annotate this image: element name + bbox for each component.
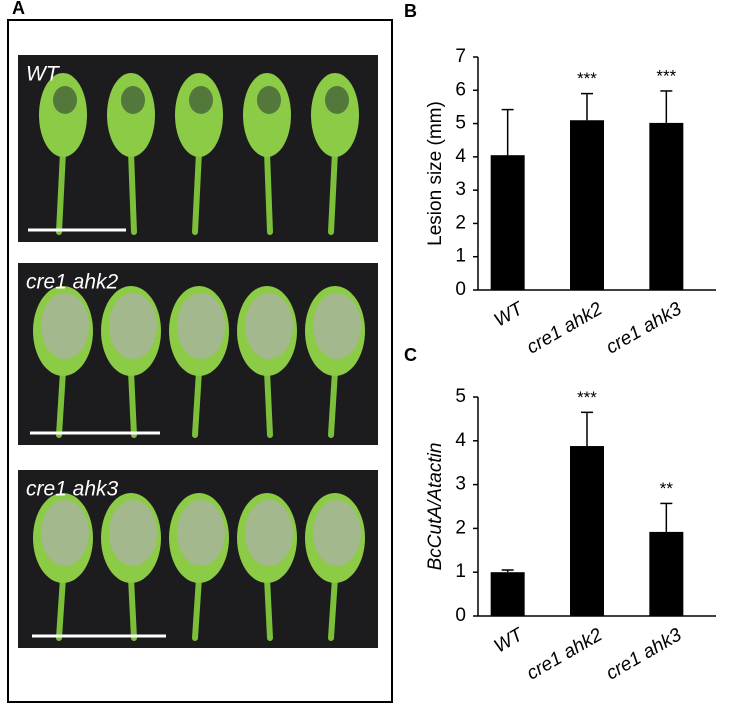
panel-label: B	[404, 1, 417, 21]
y-tick-label: 5	[455, 113, 466, 134]
leaf-stem	[56, 575, 66, 641]
panel-a-frame	[7, 19, 393, 703]
y-tick-label: 2	[455, 212, 466, 233]
y-tick-label: 6	[455, 79, 466, 100]
photo-label: cre1 ahk3	[26, 478, 119, 501]
lesion	[189, 86, 213, 114]
leaf	[311, 73, 359, 157]
significance: ***	[577, 69, 597, 88]
leaf-stem	[56, 368, 66, 438]
lesion	[177, 500, 225, 566]
bar	[649, 122, 684, 290]
leaf-stem	[264, 368, 273, 438]
significance: ***	[577, 388, 597, 407]
lesion	[245, 500, 293, 566]
lesion	[313, 500, 361, 566]
lesion	[41, 500, 89, 566]
y-tick-label: 3	[455, 474, 466, 495]
y-tick-label: 4	[455, 146, 466, 167]
x-tick-label: WT	[491, 298, 528, 332]
leaf-stem	[328, 149, 338, 235]
lesion	[41, 293, 89, 359]
photo-label: WT	[26, 63, 61, 86]
y-tick-label: 4	[455, 430, 466, 451]
photo-label: cre1 ahk2	[26, 271, 119, 294]
x-tick-label: WT	[491, 624, 528, 658]
leaf-stem	[264, 149, 273, 235]
lesion	[313, 293, 361, 359]
leaf-stem	[328, 575, 338, 641]
y-tick-label: 1	[455, 561, 466, 582]
leaf-stem	[128, 368, 137, 438]
lesion	[325, 86, 349, 114]
bar	[649, 531, 684, 616]
y-tick-label: 3	[455, 179, 466, 200]
y-tick-label: 5	[455, 386, 466, 407]
leaf-stem	[328, 368, 338, 438]
y-tick-label: 1	[455, 246, 466, 267]
leaf	[107, 73, 155, 157]
leaf-stem	[192, 575, 202, 641]
lesion	[109, 293, 157, 359]
panel-label: A	[12, 0, 25, 18]
x-tick-label: cre1 ahk3	[603, 624, 686, 684]
lesion	[245, 293, 293, 359]
leaf	[175, 73, 223, 157]
leaf-stem	[264, 575, 273, 641]
bar	[570, 120, 604, 290]
significance: ***	[656, 66, 676, 85]
y-axis-label: BcCutA/Atactin	[425, 443, 446, 571]
leaf-stem	[56, 149, 66, 235]
leaf-stem	[192, 149, 202, 235]
x-tick-label: cre1 ahk2	[523, 298, 606, 358]
bar	[570, 446, 604, 616]
significance: **	[660, 479, 674, 498]
leaf-stem	[128, 149, 137, 235]
leaf	[243, 73, 291, 157]
y-tick-label: 2	[455, 517, 466, 538]
lesion	[109, 500, 157, 566]
lesion	[257, 86, 281, 114]
leaf-stem	[128, 575, 137, 641]
leaf	[39, 73, 87, 157]
y-tick-label: 7	[455, 46, 466, 67]
y-tick-label: 0	[455, 279, 466, 300]
y-tick-label: 0	[455, 605, 466, 626]
lesion	[121, 86, 145, 114]
bar	[490, 155, 525, 290]
panel-label: C	[404, 345, 417, 365]
lesion	[177, 293, 225, 359]
lesion	[53, 86, 77, 114]
x-tick-label: cre1 ahk2	[523, 624, 606, 684]
leaf-stem	[192, 368, 202, 438]
bar	[490, 572, 525, 616]
x-tick-label: cre1 ahk3	[603, 298, 686, 358]
y-axis-label: Lesion size (mm)	[425, 101, 446, 246]
